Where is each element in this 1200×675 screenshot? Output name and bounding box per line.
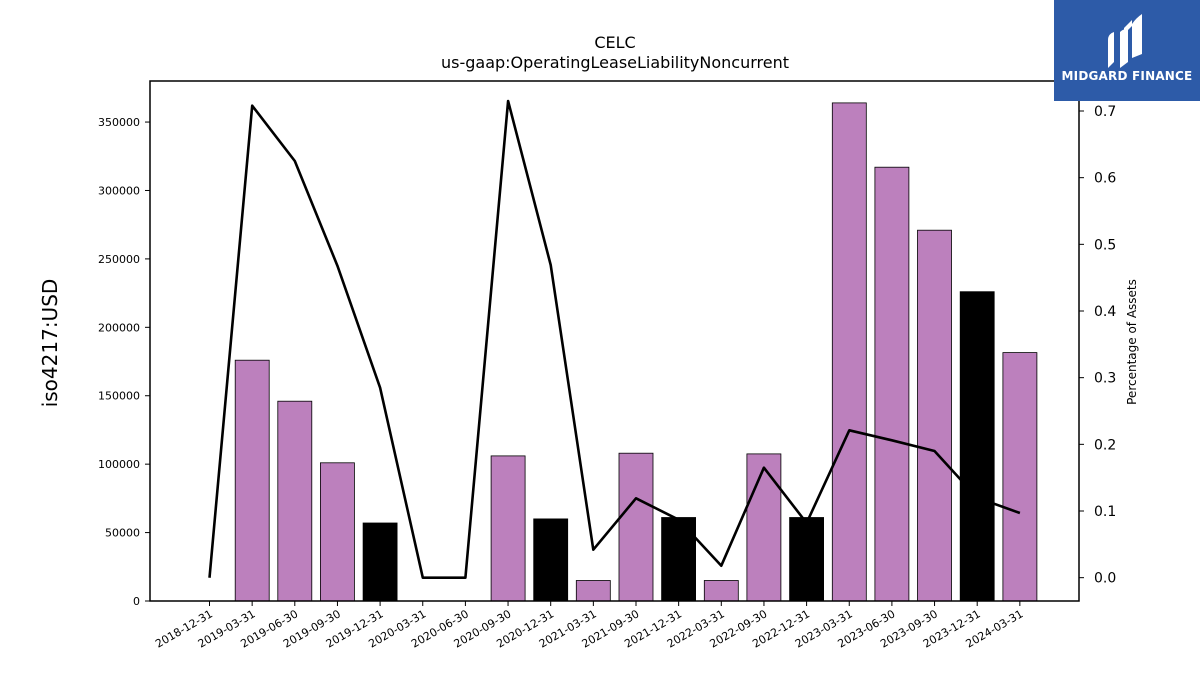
bar-2023-09-30	[917, 229, 952, 602]
y-tick-label: 150000	[98, 390, 140, 403]
logo-text: MIDGARD FINANCE	[1061, 69, 1193, 83]
midgard-logo-icon	[1108, 14, 1142, 68]
bar-2019-06-30	[277, 400, 313, 602]
y2-tick-label: 0.0	[1094, 571, 1116, 587]
y-axis-left: 0 50000 100000 150000 200000 250000 300000 3500…	[98, 116, 150, 608]
x-axis: 2018-12-312019-03-312019-06-302019-09-30…	[153, 601, 1025, 651]
bar-2023-12-31	[959, 291, 995, 602]
y-axis-right: 0.0 0.1 0.2 0.3 0.4 0.5 0.6 0.7	[1079, 104, 1116, 587]
y-tick-label: 50000	[105, 527, 140, 540]
y-axis-label: iso4217:USD	[38, 279, 62, 408]
bar-2020-09-30	[490, 455, 526, 602]
y-tick-label: 100000	[98, 458, 140, 471]
y2-tick-label: 0.5	[1094, 237, 1116, 253]
bar-2019-03-31	[234, 359, 270, 602]
chart-title: CELC	[594, 33, 635, 52]
bar-2022-03-31	[703, 580, 739, 602]
chart-subtitle: us-gaap:OperatingLeaseLiabilityNoncurren…	[441, 53, 789, 72]
bar-2020-12-31	[533, 518, 569, 602]
bar-2023-03-31	[831, 102, 867, 602]
bar-2021-03-31	[575, 580, 611, 602]
y2-tick-label: 0.7	[1094, 104, 1116, 120]
y-tick-label: 200000	[98, 321, 140, 334]
bar-2021-12-31	[661, 517, 696, 602]
y2-axis-label: Percentage of Assets	[1125, 279, 1139, 405]
brand-logo: MIDGARD FINANCE	[1054, 0, 1200, 101]
bar-2024-03-31	[1002, 352, 1038, 602]
y-tick-label: 300000	[98, 184, 140, 197]
bar-2022-12-31	[789, 517, 824, 602]
bar-2019-12-31	[362, 522, 398, 602]
y-tick-label: 0	[133, 595, 140, 608]
percentage-of-assets-line	[208, 99, 1021, 580]
bar-2023-06-30	[874, 166, 910, 602]
percentage-line-layer	[208, 99, 1021, 580]
bar-2021-09-30	[618, 452, 654, 602]
y2-tick-label: 0.2	[1094, 437, 1116, 453]
bar-2019-09-30	[319, 462, 355, 602]
y2-tick-label: 0.1	[1094, 504, 1116, 520]
bars	[234, 102, 1038, 602]
y2-tick-label: 0.6	[1094, 171, 1116, 187]
bar-2022-09-30	[746, 453, 782, 602]
y-tick-label: 350000	[98, 116, 140, 129]
plot-frame	[149, 80, 1080, 602]
y2-tick-label: 0.4	[1094, 304, 1116, 320]
y2-tick-label: 0.3	[1094, 371, 1116, 387]
y-tick-label: 250000	[98, 253, 140, 266]
